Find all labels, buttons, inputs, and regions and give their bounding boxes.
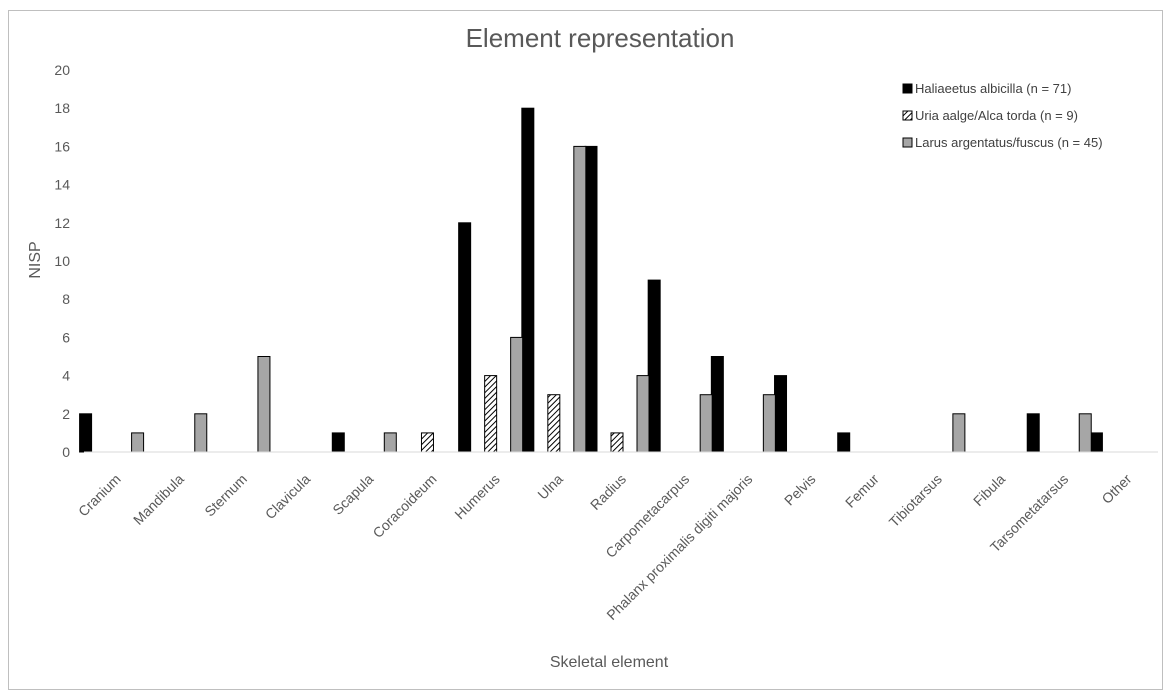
- bar-series-0-femur: [837, 432, 851, 453]
- y-tick-label: 18: [54, 100, 70, 116]
- y-tick-label: 20: [54, 62, 70, 78]
- y-axis-ticks: 0 2 4 6 8 10 12 14 16 18 20: [54, 62, 70, 460]
- x-tick-label: Clavicula: [262, 471, 314, 523]
- bar-series-0-radius: [584, 145, 598, 453]
- y-tick-label: 4: [62, 368, 70, 384]
- bar-series-2-ulna: [573, 145, 587, 453]
- y-tick-label: 12: [54, 215, 70, 231]
- y-tick-label: 14: [54, 177, 70, 193]
- legend-label: Haliaeetus albicilla (n = 71): [915, 81, 1071, 96]
- bar-series-2-cranium: [131, 432, 145, 453]
- x-tick-label: Sternum: [201, 471, 250, 520]
- bar-series-2-carpometacarpus: [699, 394, 713, 453]
- bar-series-0-other: [1089, 432, 1103, 453]
- legend-label: Larus argentatus/fuscus (n = 45): [915, 135, 1103, 150]
- legend-swatch: [902, 83, 913, 94]
- bar-series-0-phalanx-proximalis-digiti-majoris: [710, 356, 724, 453]
- x-tick-label: Coracoideum: [369, 471, 439, 541]
- bars: [79, 107, 1103, 453]
- legend-label: Uria aalge/Alca torda (n = 9): [915, 108, 1078, 123]
- bar-series-1-humerus: [484, 375, 498, 453]
- bar-series-1-ulna: [547, 394, 561, 453]
- y-tick-label: 16: [54, 138, 70, 154]
- x-tick-label: Femur: [842, 471, 882, 511]
- bar-series-2-tarsometatarsus: [1078, 413, 1092, 453]
- x-axis-labels: Cranium Mandibula Sternum Clavicula ScapulaC…: [75, 471, 1135, 623]
- bar-series-2-tibiotarsus: [952, 413, 966, 453]
- y-tick-label: 8: [62, 291, 70, 307]
- x-tick-label: Radius: [587, 471, 629, 513]
- bar-series-2-scapula: [383, 432, 397, 453]
- y-tick-label: 2: [62, 406, 70, 422]
- x-tick-label: Humerus: [451, 471, 502, 522]
- x-tick-label: Pelvis: [781, 471, 819, 509]
- bar-series-0-scapula: [331, 432, 345, 453]
- x-tick-label: Cranium: [75, 471, 124, 520]
- x-tick-label: Ulna: [534, 471, 566, 503]
- y-axis-title: NISP: [27, 241, 44, 278]
- bar-series-0-humerus: [458, 222, 472, 453]
- x-tick-label: Mandibula: [130, 471, 187, 528]
- bar-series-0-tarsometatarsus: [1026, 413, 1040, 453]
- bar-series-0-pelvis: [774, 375, 788, 453]
- bar-series-0-carpometacarpus: [647, 279, 661, 453]
- bar-series-1-coracoideum: [420, 432, 434, 453]
- bar-series-2-humerus: [510, 336, 524, 453]
- legend: Haliaeetus albicilla (n = 71) Uria aalge/…: [902, 81, 1103, 150]
- bar-series-0-ulna: [521, 107, 535, 453]
- chart-title: Element representation: [466, 23, 735, 53]
- bar-series-2-sternum: [257, 356, 271, 453]
- x-tick-label: Other: [1098, 471, 1134, 507]
- bar-series-2-phalanx-proximalis-digiti-majoris: [762, 394, 776, 453]
- bar-series-2-mandibula: [194, 413, 208, 453]
- bar-series-1-radius: [610, 432, 624, 453]
- legend-swatch: [902, 110, 913, 121]
- y-tick-label: 6: [62, 329, 70, 345]
- bar-series-2-radius: [636, 375, 650, 453]
- x-tick-label: Tibiotarsus: [886, 471, 945, 530]
- x-tick-label: Fibula: [970, 471, 1008, 509]
- y-tick-label: 10: [54, 253, 70, 269]
- bar-series-0-cranium: [79, 413, 93, 453]
- x-axis-title: Skeletal element: [550, 654, 669, 671]
- y-tick-label: 0: [62, 444, 70, 460]
- legend-swatch: [902, 137, 913, 148]
- x-tick-label: Scapula: [329, 471, 376, 518]
